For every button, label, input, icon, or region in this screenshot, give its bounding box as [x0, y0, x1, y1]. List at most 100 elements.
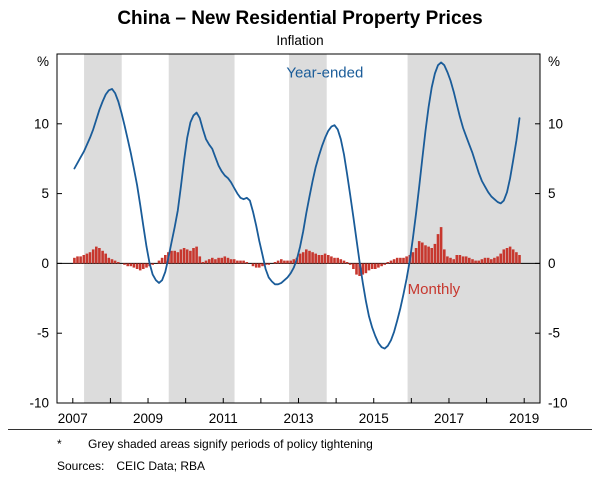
- monthly-bar: [508, 246, 512, 264]
- sources-text: CEIC Data; RBA: [116, 459, 206, 473]
- monthly-bar: [323, 253, 327, 264]
- monthly-bar: [417, 241, 421, 264]
- monthly-bar: [207, 259, 211, 264]
- y-axis-label-right: 10: [548, 116, 563, 131]
- monthly-bar: [214, 259, 217, 264]
- monthly-bar: [273, 262, 277, 264]
- monthly-bar: [245, 262, 249, 264]
- monthly-bar: [289, 260, 292, 264]
- monthly-bar: [342, 260, 346, 264]
- monthly-bar: [402, 257, 405, 264]
- monthly-bar: [298, 253, 302, 264]
- monthly-bar: [311, 252, 314, 264]
- sources-line: Sources: CEIC Data; RBA: [57, 459, 600, 473]
- x-axis-label: 2007: [58, 411, 88, 426]
- monthly-bar: [336, 257, 339, 264]
- monthly-bar: [389, 260, 393, 264]
- monthly-bar: [160, 257, 164, 264]
- chart-plot-area: -10 -10 -5 -5 0 0 5 5 10 10% % 2007 2009 2011 2013 2015…: [29, 53, 568, 426]
- monthly-bar: [395, 257, 399, 264]
- monthly-bar: [101, 250, 104, 264]
- monthly-bar: [380, 263, 383, 267]
- monthly-bar: [333, 257, 336, 264]
- monthly-bar: [511, 249, 515, 264]
- monthly-bar: [364, 263, 368, 274]
- x-axis-label: 2013: [283, 411, 313, 426]
- monthly-bar: [176, 252, 180, 264]
- monthly-bar: [430, 248, 433, 264]
- monthly-bar: [502, 249, 506, 264]
- footnote-divider: [8, 429, 592, 430]
- monthly-bar: [211, 257, 214, 264]
- monthly-bar: [201, 262, 205, 264]
- y-axis-label-left: 5: [41, 186, 49, 201]
- monthly-bar: [308, 250, 311, 264]
- monthly-bar: [145, 263, 148, 268]
- y-axis-label-right: -5: [548, 326, 560, 341]
- monthly-bar: [239, 260, 242, 264]
- monthly-bar: [399, 257, 402, 264]
- monthly-bar: [242, 260, 245, 264]
- monthly-bar: [189, 250, 192, 264]
- monthly-bar: [320, 255, 324, 264]
- monthly-bar: [151, 263, 154, 265]
- y-axis-label-left: 10: [34, 116, 49, 131]
- monthly-bar: [132, 263, 136, 268]
- monthly-bar: [439, 227, 443, 264]
- monthly-bar: [283, 260, 286, 264]
- monthly-bar: [345, 262, 349, 264]
- monthly-bar: [518, 255, 521, 264]
- monthly-bar: [348, 263, 352, 265]
- monthly-bar: [98, 248, 101, 264]
- monthly-bar: [339, 259, 343, 264]
- monthly-bar: [361, 263, 365, 275]
- monthly-bar: [113, 260, 117, 264]
- monthly-bar: [355, 263, 358, 275]
- monthly-bar: [110, 259, 114, 264]
- monthly-bar: [305, 249, 308, 264]
- monthly-bar: [264, 263, 267, 265]
- monthly-bar: [314, 253, 317, 264]
- monthly-bar: [220, 257, 223, 264]
- year-ended-line: [73, 61, 521, 350]
- policy-tightening-band: [289, 54, 327, 403]
- monthly-bar: [142, 263, 145, 269]
- monthly-bar: [455, 255, 459, 264]
- monthly-bar: [477, 260, 480, 264]
- monthly-bar: [232, 259, 236, 264]
- monthly-bar: [204, 260, 208, 264]
- monthly-bar: [424, 245, 427, 264]
- monthly-bar: [226, 257, 230, 264]
- footnote-marker: *: [57, 437, 62, 451]
- monthly-bar: [486, 257, 490, 264]
- x-axis-label: 2017: [434, 411, 464, 426]
- monthly-bar: [76, 256, 79, 264]
- monthly-bar: [461, 256, 465, 264]
- monthly-bar: [104, 253, 107, 264]
- monthly-bar: [427, 246, 430, 264]
- monthly-bar: [185, 249, 189, 264]
- monthly-bar: [157, 260, 161, 264]
- monthly-bar: [436, 234, 440, 264]
- monthly-bar: [515, 252, 518, 264]
- monthly-bar: [452, 259, 455, 264]
- policy-tightening-band: [407, 54, 540, 403]
- monthly-bar: [217, 257, 220, 264]
- monthly-bar: [327, 255, 330, 264]
- monthly-bar: [352, 263, 355, 269]
- monthly-bar: [374, 263, 377, 269]
- policy-tightening-band: [168, 54, 235, 403]
- y-axis-label-right: -10: [548, 396, 568, 411]
- chart-subtitle: Inflation: [276, 33, 324, 48]
- sources-label: Sources:: [57, 459, 105, 473]
- monthly-bar: [95, 246, 98, 264]
- monthly-bar: [367, 263, 371, 271]
- monthly-bar: [280, 259, 283, 264]
- monthly-bar: [474, 260, 477, 264]
- monthly-bar: [82, 255, 86, 264]
- monthly-bar: [358, 263, 361, 276]
- year-ended-series-label: Year-ended: [286, 65, 363, 82]
- monthly-bar: [276, 260, 280, 264]
- y-unit-right: %: [548, 54, 560, 69]
- footnote: * Grey shaded areas signify periods of p…: [57, 437, 580, 452]
